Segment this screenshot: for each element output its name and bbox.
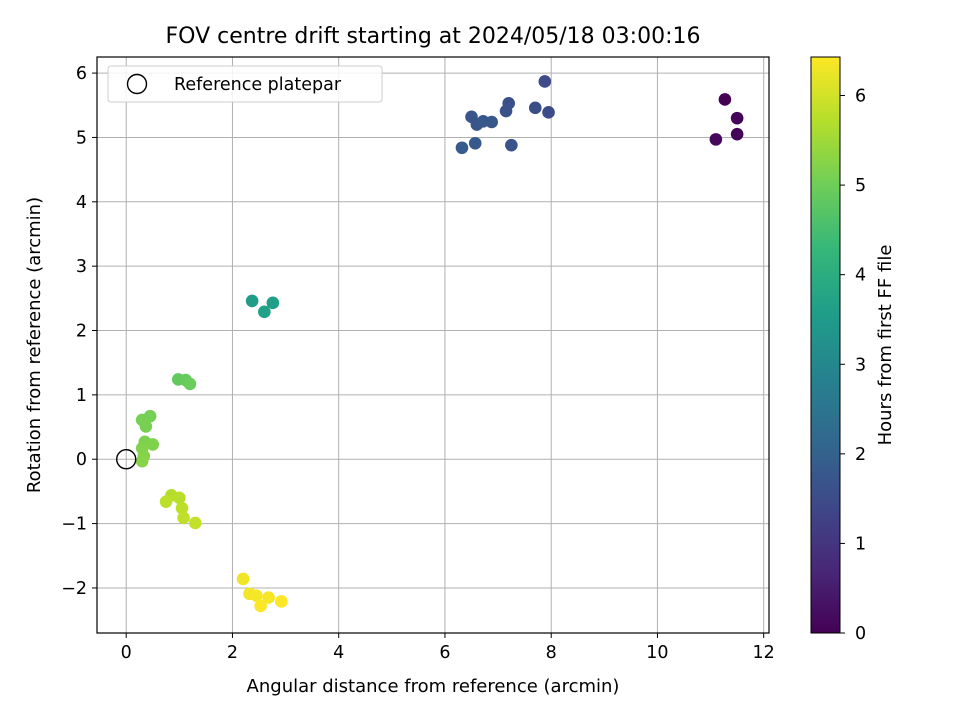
colorbar-tick-label: 1 xyxy=(855,534,866,554)
data-point xyxy=(499,104,513,118)
data-point xyxy=(266,296,280,310)
data-point xyxy=(188,516,202,530)
y-tick-label: −1 xyxy=(61,515,87,535)
x-axis-label: Angular distance from reference (arcmin) xyxy=(247,676,620,697)
legend-box xyxy=(107,65,383,103)
x-tick-label: 0 xyxy=(121,643,132,663)
data-point xyxy=(183,377,197,391)
x-tick-label: 2 xyxy=(227,643,238,663)
data-point xyxy=(245,294,259,308)
data-point xyxy=(254,599,267,613)
data-point xyxy=(542,106,555,119)
colorbar-tick-label: 0 xyxy=(855,624,866,644)
data-point xyxy=(455,141,469,155)
data-point xyxy=(236,572,250,586)
x-tick-label: 6 xyxy=(439,643,450,663)
colorbar-tick-label: 5 xyxy=(855,176,866,196)
data-point xyxy=(485,115,499,129)
y-axis-ticks: −2 −1 0 1 2 3 4 5 6 xyxy=(61,64,97,599)
y-tick-label: 4 xyxy=(76,193,87,213)
x-tick-label: 10 xyxy=(646,643,668,663)
data-point xyxy=(250,589,263,602)
data-point xyxy=(175,501,189,515)
legend-label: Reference platepar xyxy=(174,75,342,95)
y-tick-label: 0 xyxy=(76,450,87,470)
data-point xyxy=(468,136,482,150)
data-point xyxy=(718,93,732,106)
y-tick-label: 5 xyxy=(76,128,87,148)
data-point xyxy=(177,511,190,525)
x-tick-label: 4 xyxy=(333,643,344,663)
chart-title: FOV centre drift starting at 2024/05/18 … xyxy=(166,24,701,49)
y-tick-label: 3 xyxy=(76,257,87,277)
x-tick-label: 12 xyxy=(753,643,775,663)
y-tick-label: 2 xyxy=(76,322,87,342)
data-point xyxy=(505,138,518,152)
data-point xyxy=(258,305,271,319)
colorbar-tick-label: 3 xyxy=(855,355,866,375)
colorbar-tick-label: 4 xyxy=(855,266,866,286)
legend-marker xyxy=(126,73,148,95)
data-point xyxy=(173,491,186,505)
data-point xyxy=(730,127,744,141)
colorbar-label: Hours from first FF file xyxy=(875,245,896,446)
data-point xyxy=(709,133,723,146)
x-axis-ticks: 0 2 4 6 8 10 12 xyxy=(121,633,775,663)
reference-marker xyxy=(116,449,137,470)
colorbar-tick-label: 2 xyxy=(855,445,866,465)
data-point xyxy=(275,595,288,608)
colorbar: 0 1 2 3 4 5 6 Hours from first FF file xyxy=(810,56,896,644)
data-point xyxy=(146,438,160,451)
plot-frame xyxy=(96,56,770,634)
colorbar-ticks: 0 1 2 3 4 5 6 xyxy=(840,87,866,644)
data-point xyxy=(135,454,149,468)
data-point xyxy=(262,591,275,604)
legend: Reference platepar xyxy=(107,65,383,103)
data-point xyxy=(139,420,153,433)
data-point xyxy=(538,75,552,88)
y-tick-label: 1 xyxy=(76,386,87,406)
colorbar-tick-label: 6 xyxy=(855,87,866,107)
reference-point xyxy=(116,449,137,470)
data-point xyxy=(528,101,542,115)
data-points xyxy=(135,75,744,613)
x-tick-label: 8 xyxy=(546,643,557,663)
colorbar-gradient xyxy=(810,56,841,634)
data-point xyxy=(159,495,173,509)
y-tick-label: −2 xyxy=(61,579,87,599)
grid-lines xyxy=(97,57,769,633)
y-tick-label: 6 xyxy=(76,64,87,84)
y-axis-label: Rotation from reference (arcmin) xyxy=(24,197,45,493)
data-point xyxy=(730,111,744,125)
